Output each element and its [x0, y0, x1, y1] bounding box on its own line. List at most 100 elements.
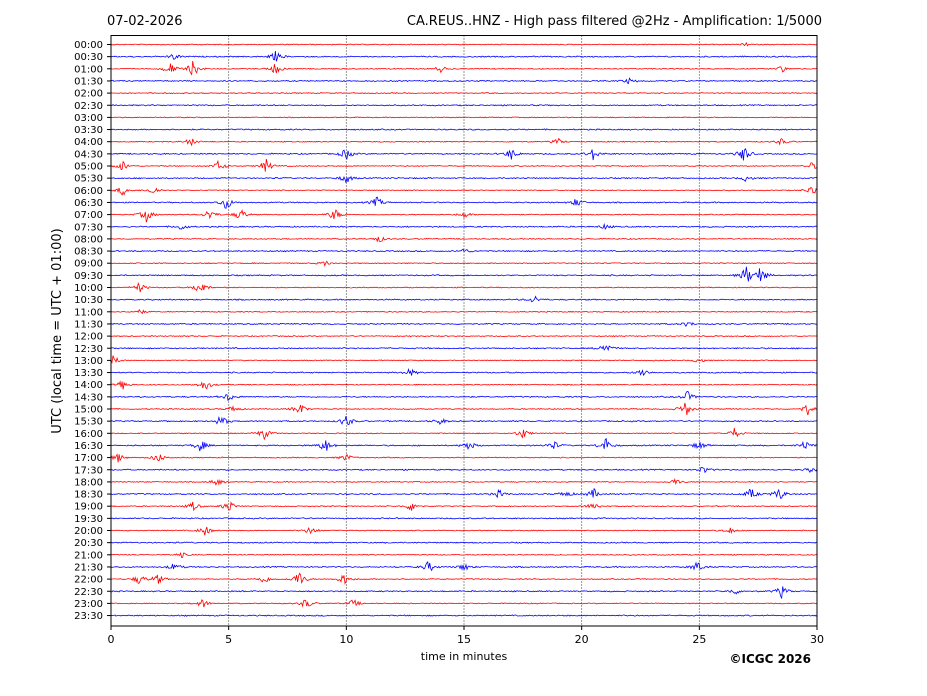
row-label: 10:00: [74, 283, 103, 294]
row-label: 17:30: [74, 465, 103, 476]
chart-title: CA.REUS..HNZ - High pass filtered @2Hz -…: [407, 14, 822, 29]
trace-2000: [110, 526, 818, 536]
x-tick-label: 25: [692, 633, 706, 646]
trace-1530: [111, 416, 817, 426]
row-label: 00:00: [74, 40, 103, 51]
trace-1700: [110, 453, 818, 463]
trace-1100: [110, 308, 818, 315]
row-label: 17:00: [74, 453, 103, 464]
row-label: 11:30: [74, 319, 103, 330]
trace-0000: [110, 41, 818, 47]
trace-1000: [111, 282, 818, 293]
row-label: 06:30: [74, 198, 103, 209]
row-label: 05:00: [74, 162, 103, 173]
row-label: 22:30: [74, 587, 103, 598]
trace-0630: [110, 196, 817, 209]
trace-1830: [110, 487, 818, 499]
x-axis-ticks: 0 5 10 15 20 25 30: [108, 626, 824, 646]
trace-2300: [110, 599, 818, 608]
trace-0930: [110, 266, 818, 282]
trace-2030: [110, 541, 818, 544]
trace-2100: [110, 551, 818, 558]
row-label: 08:00: [74, 234, 103, 245]
plot-frame: [110, 35, 818, 627]
trace-1430: [110, 390, 818, 401]
trace-0100: [110, 60, 818, 76]
trace-1300: [110, 355, 818, 364]
row-label: 22:00: [74, 575, 103, 586]
row-label: 16:30: [74, 441, 103, 452]
row-label: 18:00: [74, 477, 103, 488]
trace-0030: [110, 51, 818, 62]
trace-0500: [110, 158, 818, 172]
chart-date: 07-02-2026: [107, 14, 183, 29]
row-label: 20:00: [74, 526, 103, 537]
row-label: 09:30: [74, 271, 103, 282]
trace-2330: [110, 614, 818, 617]
trace-0530: [110, 175, 818, 183]
row-label: 00:30: [74, 52, 103, 63]
trace-0230: [110, 104, 818, 107]
row-label: 02:30: [74, 101, 103, 112]
row-label: 13:00: [74, 356, 103, 367]
row-label: 14:00: [74, 380, 103, 391]
trace-1630: [111, 437, 818, 452]
x-tick-label: 20: [575, 633, 589, 646]
row-label: 15:30: [74, 417, 103, 428]
trace-0130: [110, 77, 818, 85]
trace-1800: [110, 477, 817, 486]
trace-1130: [111, 322, 818, 328]
x-tick-label: 5: [225, 633, 232, 646]
row-label: 04:30: [74, 149, 103, 160]
row-label: 05:30: [74, 174, 103, 185]
trace-0830: [110, 248, 818, 253]
row-label: 15:00: [74, 405, 103, 416]
row-label: 21:30: [74, 562, 103, 573]
trace-0430: [110, 147, 818, 161]
row-label: 07:30: [74, 222, 103, 233]
row-label: 07:00: [74, 210, 103, 221]
row-label: 03:30: [74, 125, 103, 136]
row-label: 09:00: [74, 259, 103, 270]
row-label: 03:00: [74, 113, 103, 124]
row-label: 20:30: [74, 538, 103, 549]
x-tick-label: 10: [339, 633, 353, 646]
trace-1730: [110, 467, 818, 474]
trace-0730: [110, 222, 818, 231]
trace-1030: [110, 295, 817, 303]
trace-1500: [110, 402, 818, 416]
row-label: 01:00: [74, 64, 103, 75]
x-tick-label: 30: [810, 633, 824, 646]
row-label: 12:30: [74, 344, 103, 355]
trace-2200: [110, 572, 818, 585]
row-label: 19:30: [74, 514, 103, 525]
trace-0330: [110, 128, 818, 131]
x-axis-label: time in minutes: [421, 650, 508, 663]
row-label: 23:00: [74, 599, 103, 610]
row-label: 02:00: [74, 89, 103, 100]
row-label: 19:00: [74, 502, 103, 513]
x-tick-label: 15: [457, 633, 471, 646]
trace-0400: [110, 137, 818, 147]
seismogram-traces: [110, 41, 818, 617]
row-label: 06:00: [74, 186, 103, 197]
row-label: 04:00: [74, 137, 103, 148]
row-label: 14:30: [74, 392, 103, 403]
trace-1600: [110, 427, 818, 441]
trace-1200: [110, 335, 818, 338]
row-label: 16:00: [74, 429, 103, 440]
copyright-text: ©ICGC 2026: [729, 652, 811, 666]
trace-1930: [110, 517, 818, 520]
trace-1900: [110, 500, 818, 512]
trace-1230: [111, 345, 818, 352]
trace-0900: [110, 260, 817, 268]
row-label: 13:30: [74, 368, 103, 379]
trace-2230: [111, 586, 818, 600]
row-label: 12:00: [74, 332, 103, 343]
trace-2130: [110, 560, 817, 572]
row-label: 18:30: [74, 490, 103, 501]
trace-0600: [110, 186, 818, 196]
trace-1330: [110, 367, 818, 376]
